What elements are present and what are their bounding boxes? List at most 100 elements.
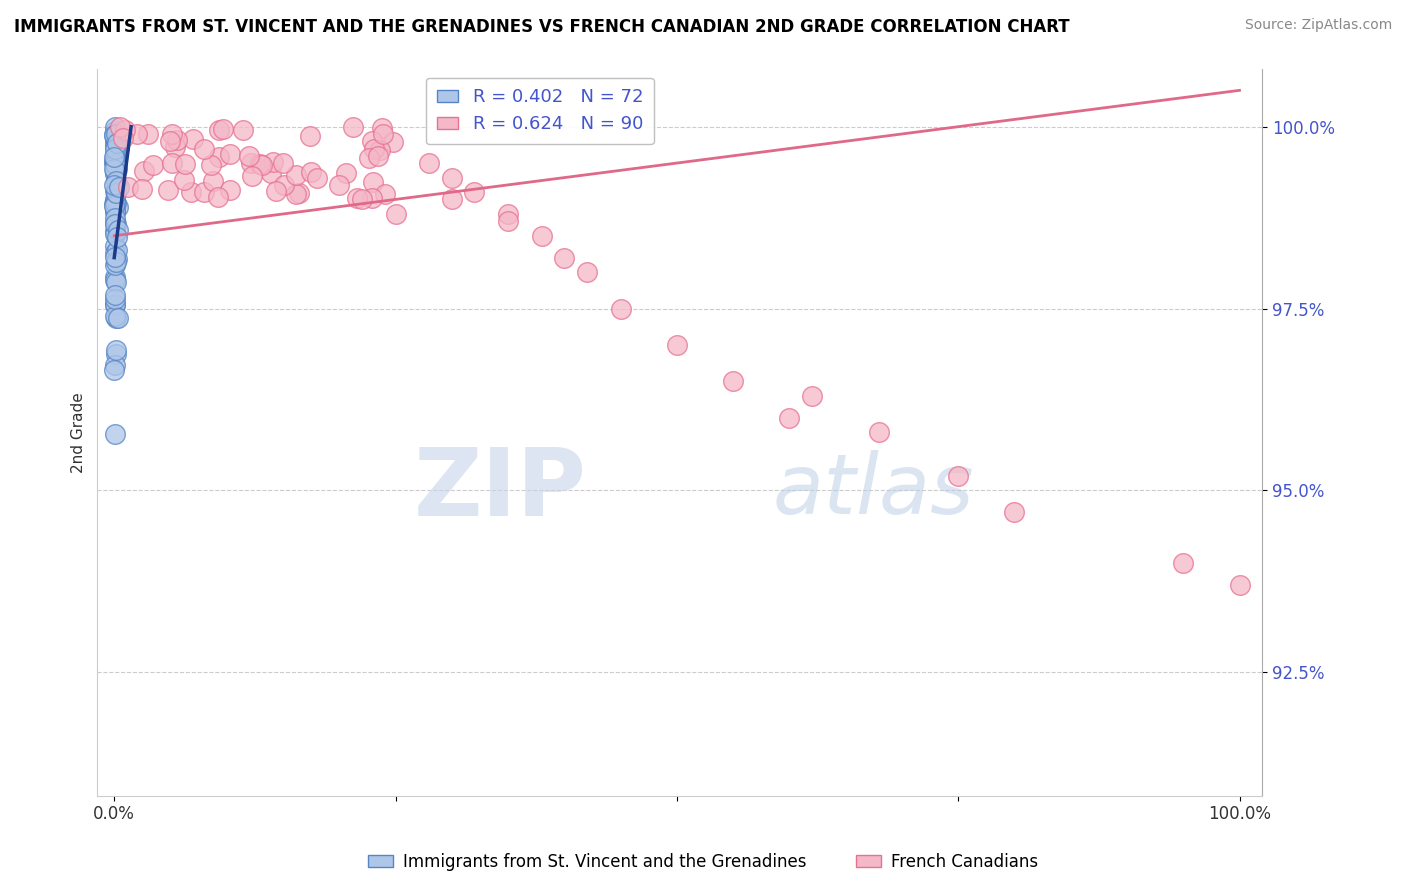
Point xyxy=(134,163,156,178)
Point xyxy=(104,216,127,230)
Point xyxy=(463,185,485,199)
Point xyxy=(104,227,127,242)
Point xyxy=(367,148,389,162)
Point xyxy=(103,156,125,170)
Point xyxy=(103,163,125,178)
Point xyxy=(105,230,128,244)
Point xyxy=(370,120,392,135)
Legend: R = 0.402   N = 72, R = 0.624   N = 90: R = 0.402 N = 72, R = 0.624 N = 90 xyxy=(426,78,654,145)
Point xyxy=(105,196,128,211)
Point xyxy=(440,193,463,207)
Point xyxy=(496,214,519,228)
Point xyxy=(105,136,128,150)
Point xyxy=(252,158,274,172)
Point xyxy=(575,265,598,279)
Point xyxy=(948,468,970,483)
Point xyxy=(346,191,368,205)
Point xyxy=(273,178,295,192)
Text: atlas: atlas xyxy=(773,450,974,531)
Point xyxy=(260,166,283,180)
Point xyxy=(363,175,385,189)
Point xyxy=(108,140,131,154)
Point xyxy=(107,243,129,257)
Point xyxy=(107,178,129,193)
Point xyxy=(496,207,519,221)
Point xyxy=(288,186,311,200)
Point xyxy=(103,150,125,164)
Point xyxy=(104,153,127,168)
Point xyxy=(212,122,235,136)
Point xyxy=(665,338,688,352)
Point xyxy=(1173,556,1195,570)
Point xyxy=(160,127,183,141)
Point xyxy=(104,203,127,218)
Point xyxy=(373,186,395,201)
Point xyxy=(868,425,890,439)
Point xyxy=(103,178,125,192)
Point xyxy=(305,170,328,185)
Point xyxy=(104,250,127,264)
Point xyxy=(174,157,197,171)
Point xyxy=(240,169,263,184)
Point xyxy=(368,143,391,157)
Point xyxy=(112,130,135,145)
Point xyxy=(418,156,440,170)
Text: Source: ZipAtlas.com: Source: ZipAtlas.com xyxy=(1244,18,1392,32)
Point xyxy=(193,141,215,155)
Point xyxy=(800,389,823,403)
Point xyxy=(299,165,322,179)
Point xyxy=(104,217,127,231)
Point xyxy=(219,146,242,161)
Point xyxy=(136,127,159,141)
Point xyxy=(104,292,127,306)
Point xyxy=(363,142,385,156)
Point xyxy=(165,139,187,153)
Point xyxy=(335,166,357,180)
Point xyxy=(609,301,631,316)
Point xyxy=(238,149,260,163)
Point xyxy=(104,258,127,272)
Y-axis label: 2nd Grade: 2nd Grade xyxy=(72,392,86,473)
Point xyxy=(384,207,406,221)
Point xyxy=(299,129,322,144)
Point xyxy=(104,217,127,231)
Point xyxy=(232,122,254,136)
Point xyxy=(107,201,129,215)
Point xyxy=(159,134,181,148)
Point xyxy=(105,255,128,269)
Point xyxy=(131,181,153,195)
Point xyxy=(200,158,222,172)
Point xyxy=(104,343,127,358)
Point xyxy=(104,167,127,181)
Point xyxy=(342,120,364,135)
Point xyxy=(103,161,125,176)
Point xyxy=(104,270,127,285)
Point xyxy=(104,358,127,372)
Point xyxy=(104,124,127,138)
Point xyxy=(107,162,129,177)
Point xyxy=(103,197,125,211)
Point xyxy=(207,189,229,203)
Point xyxy=(104,246,127,260)
Point xyxy=(105,347,128,361)
Point xyxy=(193,185,215,199)
Point xyxy=(107,310,129,325)
Point xyxy=(721,374,744,388)
Point xyxy=(208,122,231,136)
Point xyxy=(105,152,128,166)
Point xyxy=(105,134,128,148)
Point xyxy=(142,159,165,173)
Point xyxy=(173,172,195,186)
Point xyxy=(328,178,350,192)
Point xyxy=(104,297,127,311)
Point xyxy=(440,170,463,185)
Point xyxy=(104,120,127,134)
Point xyxy=(218,183,240,197)
Point xyxy=(104,239,127,253)
Point xyxy=(350,193,373,207)
Point xyxy=(104,132,127,146)
Point xyxy=(104,193,127,207)
Point xyxy=(104,184,127,198)
Legend: Immigrants from St. Vincent and the Grenadines, French Canadians: Immigrants from St. Vincent and the Gren… xyxy=(360,845,1046,880)
Point xyxy=(104,173,127,187)
